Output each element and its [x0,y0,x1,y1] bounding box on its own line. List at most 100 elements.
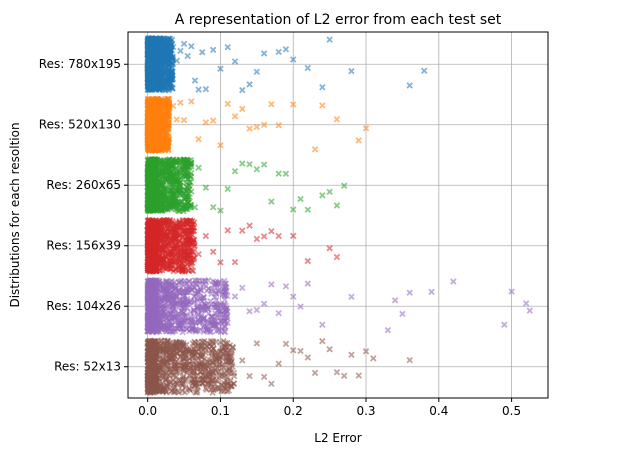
data-point [149,35,156,43]
data-point [188,43,195,50]
data-point [173,57,181,64]
data-point [217,65,224,73]
data-point [187,202,194,210]
data-point [158,191,166,198]
data-point [268,281,275,288]
data-point [179,205,187,213]
data-point [275,309,282,317]
data-point [202,184,210,191]
data-point [148,46,156,54]
data-point [260,50,268,57]
data-point [148,52,156,59]
data-point [182,187,190,195]
data-point [164,55,171,63]
data-point [145,68,152,75]
data-point [166,105,173,112]
data-point [501,321,508,328]
data-point [157,60,165,67]
data-point [209,117,217,124]
data-point [406,82,413,89]
data-point [260,300,268,308]
data-point [326,36,333,43]
data-point [168,186,175,193]
data-point [246,308,253,315]
data-point [239,160,246,167]
data-point [311,146,319,153]
data-point [224,185,231,193]
data-point [268,101,275,108]
data-point [275,170,282,177]
data-point [158,54,166,62]
data-point [159,120,166,127]
data-point [333,253,341,261]
data-point [268,228,275,235]
data-point [231,258,239,266]
data-point [145,105,152,112]
data-point [319,84,326,91]
data-point [224,227,231,234]
data-point [253,68,261,76]
data-point [362,125,370,132]
data-point [177,166,185,173]
data-point [195,164,202,171]
data-point [173,206,181,213]
series-1 [144,35,428,94]
data-point [304,280,312,287]
data-point [146,144,153,152]
data-point [246,125,253,132]
data-point [231,293,239,300]
data-point [231,113,239,120]
data-point [174,173,181,181]
data-point [177,47,184,55]
data-point [246,222,253,229]
data-point [260,233,268,240]
series-2 [144,95,370,154]
data-point [275,48,282,56]
data-point [246,81,253,88]
data-point [282,45,290,53]
data-point [145,41,152,48]
data-point [253,235,261,243]
data-point [173,116,181,123]
data-point [152,144,160,151]
data-point [282,283,290,290]
data-point [147,122,155,130]
data-point [202,232,210,240]
data-point [428,288,435,296]
data-point [526,307,534,314]
data-point [164,124,171,131]
data-point [174,187,182,195]
data-point [406,289,413,296]
data-point [177,198,184,206]
data-point [260,121,268,128]
data-point [180,116,188,124]
data-point [195,135,202,143]
data-point [160,111,168,118]
data-point [164,138,172,145]
data-point [161,147,169,154]
data-point [164,54,171,61]
data-point [522,300,530,307]
data-point [202,85,210,93]
data-point [209,204,217,211]
grid [128,32,548,398]
data-point [202,119,210,126]
data-point [253,306,261,314]
data-point [150,59,158,67]
data-point [180,40,188,48]
data-point [304,257,312,265]
data-point [231,168,239,175]
data-point [253,166,261,173]
data-point [275,232,282,240]
data-point [181,195,189,202]
data-point [224,100,231,108]
data-point [231,58,239,65]
data-point [195,86,202,93]
data-point [275,122,282,129]
data-point [239,86,246,94]
data-point [195,250,202,258]
data-point [297,195,304,203]
data-point [158,35,166,43]
data-point [319,102,326,109]
data-point [169,102,177,110]
